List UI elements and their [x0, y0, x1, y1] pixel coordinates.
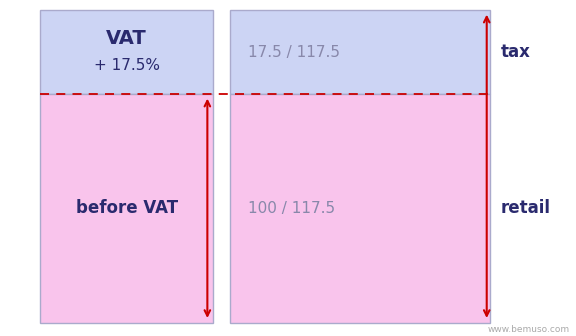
Text: + 17.5%: + 17.5%	[94, 58, 160, 73]
Text: retail: retail	[501, 199, 551, 217]
Text: 100 / 117.5: 100 / 117.5	[248, 201, 335, 216]
Bar	[230, 10, 490, 94]
Text: before VAT: before VAT	[75, 199, 178, 217]
Text: tax: tax	[501, 43, 531, 61]
Text: VAT: VAT	[107, 29, 147, 48]
Bar	[40, 10, 213, 94]
Bar	[230, 94, 490, 323]
Bar	[40, 94, 213, 323]
Text: 17.5 / 117.5: 17.5 / 117.5	[248, 45, 340, 59]
Text: www.bemuso.com: www.bemuso.com	[488, 325, 570, 334]
